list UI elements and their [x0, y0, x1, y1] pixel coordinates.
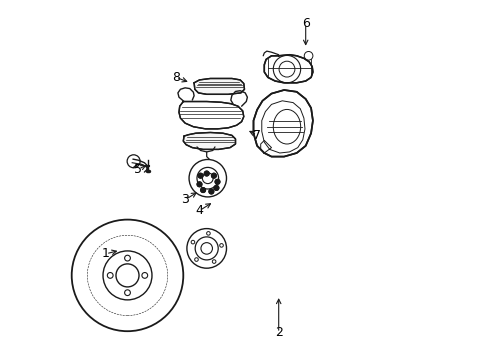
Text: 5: 5 — [134, 163, 142, 176]
Circle shape — [197, 182, 202, 187]
Circle shape — [200, 188, 205, 193]
Text: 2: 2 — [274, 327, 282, 339]
Text: 4: 4 — [195, 204, 203, 217]
Polygon shape — [264, 55, 312, 83]
Circle shape — [208, 189, 213, 194]
Polygon shape — [194, 78, 244, 94]
Polygon shape — [179, 102, 244, 129]
Text: 3: 3 — [181, 193, 189, 206]
Text: 8: 8 — [172, 71, 180, 84]
Circle shape — [198, 173, 203, 178]
Polygon shape — [253, 90, 312, 157]
Circle shape — [211, 173, 216, 178]
Circle shape — [204, 171, 209, 176]
Text: 1: 1 — [102, 247, 110, 260]
Circle shape — [213, 185, 219, 190]
Polygon shape — [183, 132, 235, 149]
Text: 7: 7 — [253, 129, 261, 141]
Circle shape — [215, 179, 220, 184]
Text: 6: 6 — [301, 17, 309, 30]
